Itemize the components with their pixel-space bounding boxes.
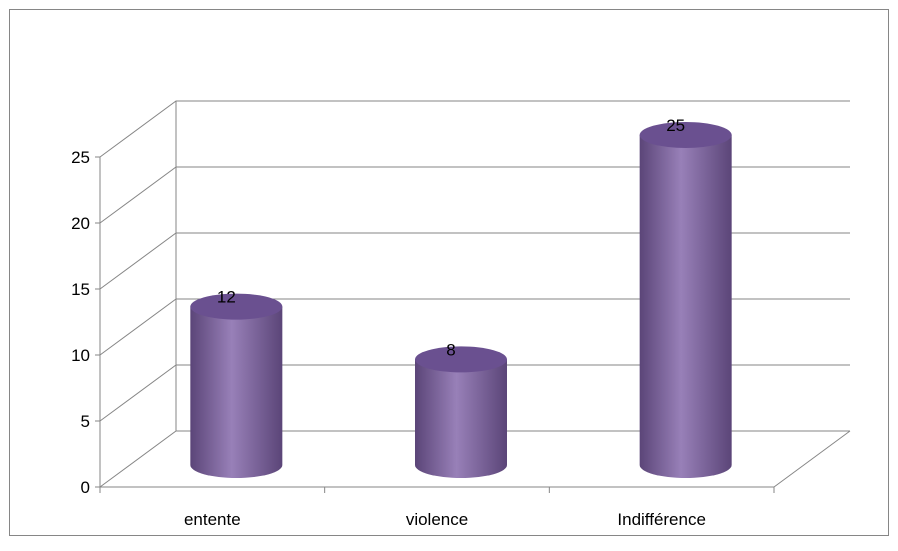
y-tick-labels: 0 5 10 15 20 25 [71,148,90,497]
bar-entente [190,293,283,478]
data-label: 12 [217,288,236,307]
bar-body [639,135,732,479]
bar-body [415,359,507,478]
bar-top [415,346,507,373]
y-tick-label: 15 [71,280,90,299]
data-label: 8 [446,340,455,359]
bar-body [190,306,283,478]
y-tick-label: 10 [71,346,90,365]
x-category-label: entente [184,510,241,529]
data-labels: 12 8 25 [217,116,685,359]
bar-violence [415,346,507,478]
x-category-labels: entente violence Indifférence [184,510,706,529]
bars [190,122,732,479]
bar-top [639,122,732,148]
y-tick-label: 5 [81,412,90,431]
y-tick-label: 0 [81,478,90,497]
x-category-label: Indifférence [617,510,706,529]
x-category-label: violence [406,510,468,529]
bar-top [190,293,283,320]
bar-indifférence [639,122,732,479]
axes [95,101,851,493]
y-tick-label: 20 [71,214,90,233]
floor-right-edge [773,430,851,488]
y-tick-label: 25 [71,148,90,167]
data-label: 25 [666,116,685,135]
